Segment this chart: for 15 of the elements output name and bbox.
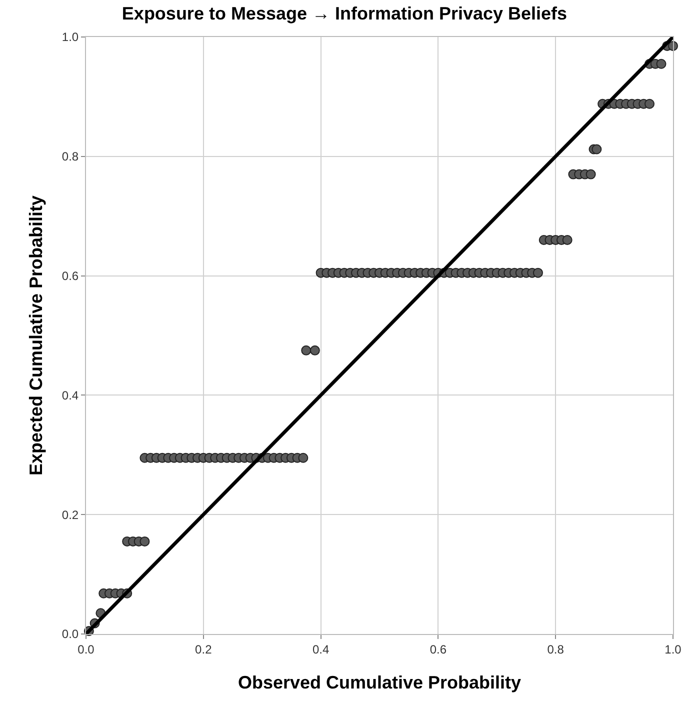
x-axis-title: Observed Cumulative Probability (238, 672, 522, 692)
y-tick-label: 0.8 (62, 150, 79, 164)
x-tick-label: 0.4 (312, 642, 330, 656)
y-tick-label: 0.4 (62, 388, 79, 402)
x-tick-label: 0.0 (78, 642, 95, 656)
y-tick-label: 0.0 (62, 627, 79, 642)
x-tick-label: 0.6 (430, 642, 447, 656)
x-tick-label: 0.8 (547, 642, 564, 656)
x-tick-label: 1.0 (664, 642, 682, 656)
y-tick-label: 0.2 (62, 508, 79, 522)
chart-title: Exposure to Message → Information Privacy Beliefs (122, 4, 568, 24)
x-tick-label: 0.2 (195, 642, 212, 656)
y-tick-label: 0.6 (62, 269, 79, 283)
y-axis-title: Expected Cumulative Probability (26, 195, 46, 476)
y-tick-label: 1.0 (62, 30, 79, 44)
